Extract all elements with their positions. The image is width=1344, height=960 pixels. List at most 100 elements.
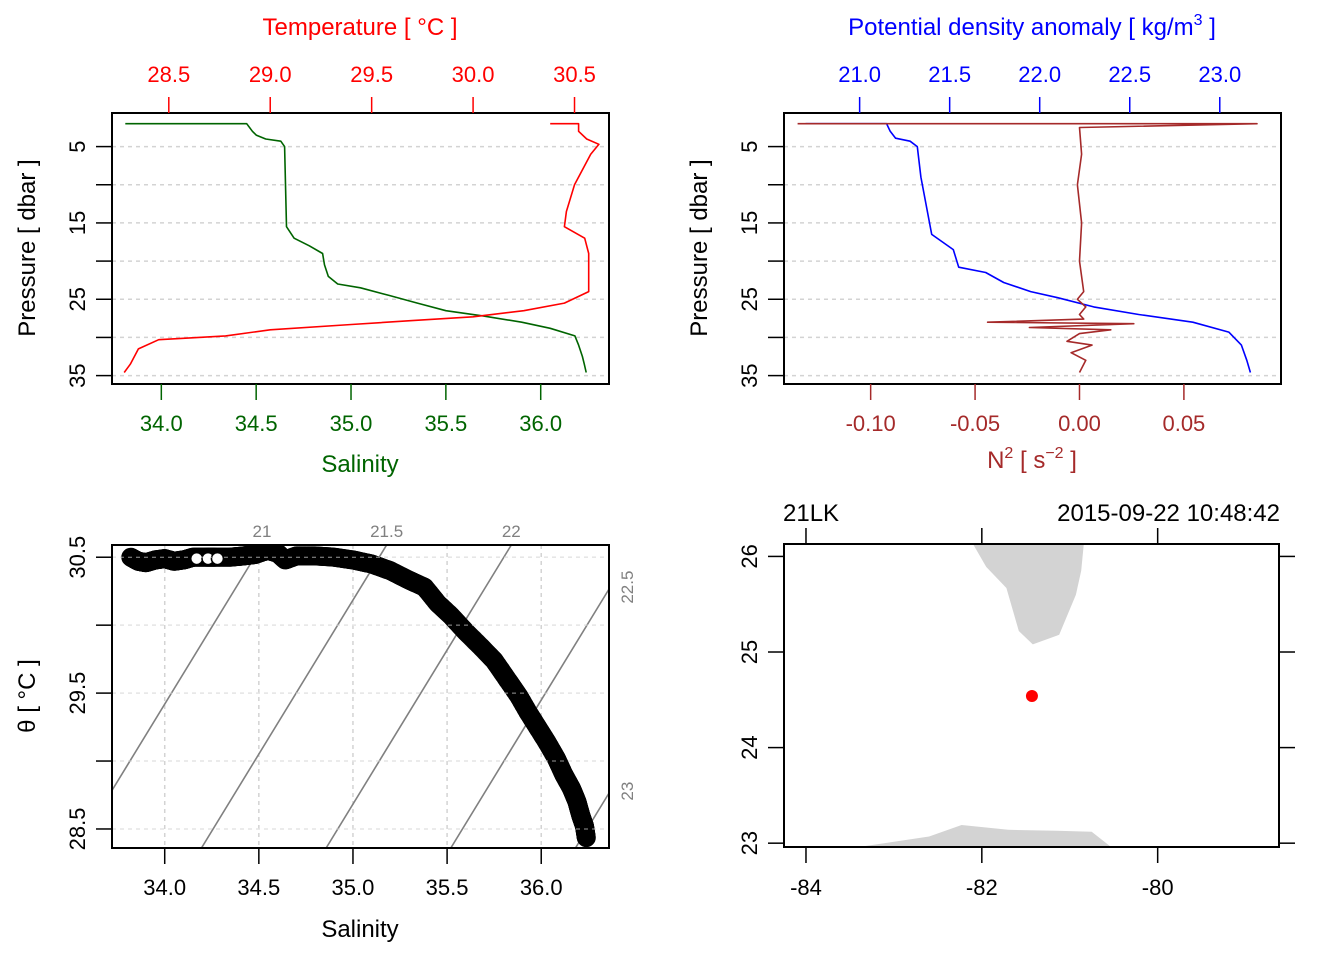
left-tick-label: 35 xyxy=(65,363,90,387)
grid xyxy=(112,545,609,848)
panel-ts-diagram: 21 21.5 22 22.5 23 34.0 34.5 35.0 35.5 36.0 30.5… xyxy=(14,522,637,943)
series-line-salinity xyxy=(125,122,587,373)
station-label: 21LK xyxy=(783,500,839,527)
bottom-tick-label: -84 xyxy=(790,875,822,900)
top-tick-label: 28.5 xyxy=(147,62,190,87)
series-line-temperature xyxy=(123,122,600,373)
left-tick-label: 25 xyxy=(737,287,762,311)
top-axis-title: Temperature [ °C ] xyxy=(263,14,458,41)
bottom-tick-label: -0.10 xyxy=(846,411,896,436)
map-frame xyxy=(783,543,1280,848)
land-polygons xyxy=(858,544,1149,847)
datetime-label: 2015-09-22 10:48:42 xyxy=(1057,500,1280,527)
isopycnal-label: 22.5 xyxy=(618,571,637,604)
n2-axis: -0.10 -0.05 0.00 0.05 xyxy=(846,384,1205,436)
isopycnal-label: 22 xyxy=(502,522,521,541)
top-tick-label: 21.5 xyxy=(928,62,971,87)
station-marker xyxy=(1025,689,1038,702)
left-tick-label: 29.5 xyxy=(65,672,90,715)
top-tick-label: 29.0 xyxy=(249,62,292,87)
left-tick-label: 35 xyxy=(737,363,762,387)
left-tick-label: 15 xyxy=(65,211,90,235)
isopycnal-line xyxy=(574,791,609,848)
panel-temperature-salinity-profile: Temperature [ °C ] 28.5 29.0 29.5 30.0 30.5 … xyxy=(14,14,610,478)
top-tick-label: 30.0 xyxy=(452,62,495,87)
bottom-axis-title: Salinity xyxy=(321,451,398,478)
bottom-tick-label: -80 xyxy=(1142,875,1174,900)
top-tick-label: 30.5 xyxy=(553,62,596,87)
isopycnal-label: 21.5 xyxy=(370,522,403,541)
top-tick-label: 23.0 xyxy=(1198,62,1241,87)
bottom-tick-label: 0.00 xyxy=(1058,411,1101,436)
density-title-sup: 3 xyxy=(1194,12,1203,29)
temperature-axis: 28.5 29.0 29.5 30.0 30.5 xyxy=(147,62,596,113)
bottom-tick-label: 35.5 xyxy=(424,411,467,436)
bottom-tick-label: -0.05 xyxy=(950,411,1000,436)
left-tick-label: 5 xyxy=(737,140,762,152)
isopycnal-line xyxy=(112,545,263,792)
series-line-n2 xyxy=(797,122,1258,373)
bottom-tick-label: 0.05 xyxy=(1162,411,1205,436)
isopycnal-label: 23 xyxy=(618,782,637,801)
bottom-tick-label: 35.0 xyxy=(332,875,375,900)
n2-title-main: N xyxy=(987,447,1004,474)
theta-axis: 30.5 29.5 28.5 xyxy=(65,536,112,850)
grid-overlay xyxy=(112,556,609,830)
ts-point-open xyxy=(189,551,204,566)
y-axis-title: θ [ °C ] xyxy=(14,659,41,733)
series-group xyxy=(797,122,1258,373)
grid xyxy=(784,145,1281,377)
panel-density-n2-profile: Potential density anomaly [ kg/m3 ] 21.0… xyxy=(686,12,1282,474)
left-axis-title: Pressure [ dbar ] xyxy=(14,159,41,336)
left-tick-label: 30.5 xyxy=(65,536,90,579)
isopycnal-label: 21 xyxy=(252,522,271,541)
n2-title-end: ] xyxy=(1064,447,1077,474)
map-axes: -84 -82 -80 23 24 25 26 xyxy=(737,528,1295,900)
isopycnal-line xyxy=(450,587,609,848)
left-tick-label: 23 xyxy=(737,831,762,855)
panel-station-map: -84 -82 -80 23 24 25 26 21LK 2015-09-22 10:48:… xyxy=(737,500,1295,900)
series-group xyxy=(123,122,600,373)
top-tick-label: 22.5 xyxy=(1108,62,1151,87)
isopycnal-line xyxy=(200,545,388,848)
density-axis: 21.0 21.5 22.0 22.5 23.0 xyxy=(838,62,1241,113)
left-tick-label: 5 xyxy=(65,140,90,152)
salinity-axis: 34.0 34.5 35.0 35.5 36.0 xyxy=(140,384,562,436)
salinity-axis: 34.0 34.5 35.0 35.5 36.0 xyxy=(143,848,563,900)
bottom-tick-label: 35.5 xyxy=(426,875,469,900)
top-axis-title: Potential density anomaly [ kg/m3 ] xyxy=(848,12,1216,41)
isopycnal-line xyxy=(325,545,512,848)
left-tick-label: 15 xyxy=(737,211,762,235)
isopycnal-lines xyxy=(112,545,609,848)
n2-title-mid: [ s xyxy=(1013,447,1045,474)
top-tick-label: 22.0 xyxy=(1018,62,1061,87)
left-tick-label: 26 xyxy=(737,544,762,568)
bottom-tick-label: 34.5 xyxy=(237,875,280,900)
x-axis-title: Salinity xyxy=(321,916,398,943)
bottom-tick-label: -82 xyxy=(966,875,998,900)
plot-frame xyxy=(783,112,1282,385)
pressure-axis: 5 15 25 35 xyxy=(737,140,784,388)
n2-title-sup2: −2 xyxy=(1045,445,1063,462)
density-title-main: Potential density anomaly [ kg/m xyxy=(848,14,1194,41)
isopycnal-labels: 21 21.5 22 22.5 23 xyxy=(252,522,637,801)
left-axis-title: Pressure [ dbar ] xyxy=(686,159,713,336)
plot-frame xyxy=(111,544,610,849)
bottom-tick-label: 34.0 xyxy=(143,875,186,900)
bottom-axis-title: N2 [ s−2 ] xyxy=(987,445,1077,474)
station-marker-group xyxy=(1025,689,1038,702)
bottom-tick-label: 36.0 xyxy=(519,411,562,436)
ts-point-open xyxy=(210,551,225,566)
grid xyxy=(112,145,609,377)
n2-title-sup: 2 xyxy=(1004,445,1013,462)
top-tick-label: 29.5 xyxy=(350,62,393,87)
density-title-end: ] xyxy=(1203,14,1216,41)
left-tick-label: 25 xyxy=(65,287,90,311)
top-tick-label: 21.0 xyxy=(838,62,881,87)
land-florida xyxy=(973,544,1149,645)
bottom-tick-label: 34.5 xyxy=(235,411,278,436)
bottom-tick-label: 36.0 xyxy=(520,875,563,900)
ts-points xyxy=(121,545,596,848)
series-line-potential-density-anomaly xyxy=(805,122,1252,373)
